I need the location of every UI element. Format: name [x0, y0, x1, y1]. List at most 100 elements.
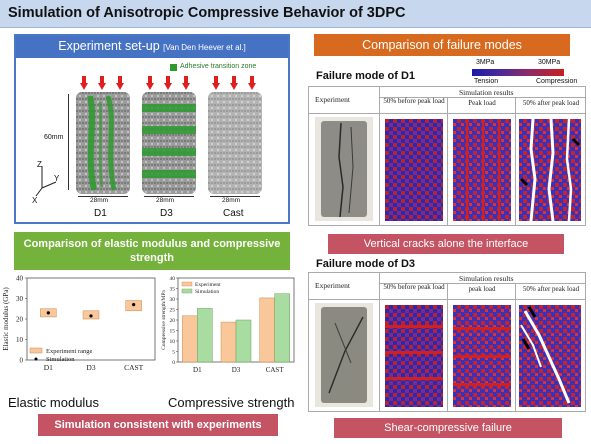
axes-icon [35, 166, 57, 197]
colorbar-max-label: 30MPa [538, 59, 561, 66]
width-label-cast: 28mm [222, 197, 241, 204]
d1-sim-peak-image [453, 119, 511, 221]
axis-y-label: Y [54, 174, 60, 183]
d3-sim-before-image [385, 305, 443, 407]
width-label-d1: 28mm [90, 197, 109, 204]
load-arrow-icon [212, 76, 220, 90]
strength-ytick-label: 25 [170, 308, 176, 314]
elastic-legend-range-swatch [29, 347, 43, 354]
height-label: 60mm [44, 134, 64, 141]
d3-col-after: 50% after peak load [522, 285, 580, 293]
strength-ylabel: Compressive strength/MPa [161, 290, 167, 350]
d3-table: Experiment Simulation results 50% before… [308, 272, 586, 412]
colorbar-compression-label: Compression [536, 78, 578, 85]
specimen-cast-image [208, 92, 262, 194]
width-dimension-line [78, 196, 128, 197]
elastic-xtick-label: D3 [86, 363, 95, 372]
load-arrow-icon [164, 76, 172, 90]
d3-experiment-photo [315, 303, 373, 407]
d3-sim-after-image [519, 305, 581, 407]
experiment-header-title: Experiment set-up [58, 39, 160, 53]
d1-experiment-label: Experiment [315, 95, 350, 104]
load-arrow-icon [116, 76, 124, 90]
d3-col-before: 50% before peak load [383, 283, 445, 291]
strength-ytick-label: 35 [170, 287, 176, 293]
strength-ytick-label: 20 [170, 318, 176, 324]
strength-xtick-label: D3 [232, 366, 241, 374]
strength-bar-experiment [220, 321, 237, 363]
elastic-ytick-label: 0 [20, 357, 24, 365]
d1-col-peak: Peak load [468, 99, 496, 107]
strength-bar-experiment [259, 297, 275, 363]
d1-title: Failure mode of D1 [316, 70, 416, 82]
strength-bar-experiment [182, 315, 198, 363]
colorbar [472, 69, 564, 76]
d3-experiment-label: Experiment [315, 281, 350, 290]
consistent-banner: Simulation consistent with experiments [38, 414, 278, 436]
strength-xtick-label: CAST [266, 366, 285, 374]
strength-legend-sim-swatch [181, 288, 193, 294]
elastic-xtick-label: D1 [44, 363, 53, 372]
strength-legend-sim-label: Simulation [195, 289, 219, 295]
d3-sim-peak-image [453, 305, 511, 407]
strength-bar-simulation [274, 293, 290, 363]
elastic-xtick-label: CAST [124, 363, 144, 372]
d1-sim-before-image [385, 119, 443, 221]
experiment-header: Experiment set-up [Van Den Heever et al.… [16, 36, 288, 58]
elastic-modulus-chart: 0 10 20 30 40 Elastic modulus (GPa) D1 D3 CAST Ex… [2, 275, 156, 372]
specimen-label-cast: Cast [223, 208, 244, 219]
elastic-modulus-caption: Elastic modulus [8, 395, 100, 410]
compressive-strength-caption: Compressive strength [168, 395, 295, 410]
elastic-legend-sim-marker [34, 357, 38, 361]
title-bar: Simulation of Anisotropic Compressive Be… [0, 0, 591, 28]
width-dimension-line [144, 196, 194, 197]
specimen-label-d3: D3 [160, 208, 173, 219]
strength-legend-exp-swatch [181, 281, 193, 287]
compressive-strength-chart: 0 5 10 15 20 25 30 35 40 Compressive strength/MPa… [161, 276, 295, 374]
page-title: Simulation of Anisotropic Compressive Be… [8, 5, 406, 21]
strength-ytick-label: 30 [170, 297, 176, 303]
d3-banner: Shear-compressive failure [334, 418, 562, 438]
strength-ytick-label: 0 [172, 360, 175, 366]
strength-bar-simulation [235, 319, 252, 363]
legend-swatch-adhesive [170, 64, 177, 71]
specimen-d1-image [76, 92, 130, 194]
modulus-strength-header: Comparison of elastic modulus and compre… [14, 232, 290, 270]
d3-col-peak: peak load [468, 285, 496, 293]
strength-ytick-label: 15 [170, 329, 176, 335]
elastic-legend-range-label: Experiment range [46, 348, 92, 355]
elastic-ytick-label: 30 [16, 295, 24, 303]
d1-banner: Vertical cracks alone the interface [328, 234, 564, 254]
experiment-panel: Experiment set-up [Van Den Heever et al.… [14, 34, 290, 224]
elastic-sim-point [89, 314, 93, 318]
experiment-reference: [Van Den Heever et al.] [163, 43, 246, 52]
strength-ytick-label: 5 [172, 350, 175, 356]
specimen-label-d1: D1 [94, 208, 107, 219]
axis-z-label: Z [37, 160, 42, 169]
legend-label-adhesive: Adhesive transition zone [180, 63, 257, 70]
specimen-d3-image [142, 92, 196, 194]
d3-title: Failure mode of D3 [316, 258, 416, 270]
width-label-d3: 28mm [156, 197, 175, 204]
strength-legend-exp-label: Experiment [195, 282, 221, 288]
elastic-legend-sim-label: Simulation [46, 356, 75, 363]
strength-bar-simulation [197, 308, 213, 363]
strength-ytick-label: 10 [170, 339, 176, 345]
elastic-ylabel: Elastic modulus (GPa) [2, 287, 10, 351]
load-arrow-icon [146, 76, 154, 90]
failure-modes-header: Comparison of failure modes [314, 34, 570, 56]
load-arrow-icon [80, 76, 88, 90]
d3-sim-header: Simulation results [459, 274, 514, 283]
width-dimension-line [210, 196, 260, 197]
d1-col-after: 50% after peak load [522, 99, 580, 107]
strength-xtick-label: D1 [193, 366, 202, 374]
load-arrow-icon [182, 76, 190, 90]
d1-col-before: 50% before peak load [383, 97, 445, 105]
d1-sim-header: Simulation results [459, 88, 514, 97]
elastic-sim-point [46, 311, 50, 315]
load-arrow-icon [248, 76, 256, 90]
elastic-ytick-label: 40 [16, 275, 24, 283]
colorbar-tension-label: Tension [474, 78, 499, 85]
d1-table: Experiment Simulation results 50% before… [308, 86, 586, 226]
axis-x-label: X [32, 196, 38, 205]
